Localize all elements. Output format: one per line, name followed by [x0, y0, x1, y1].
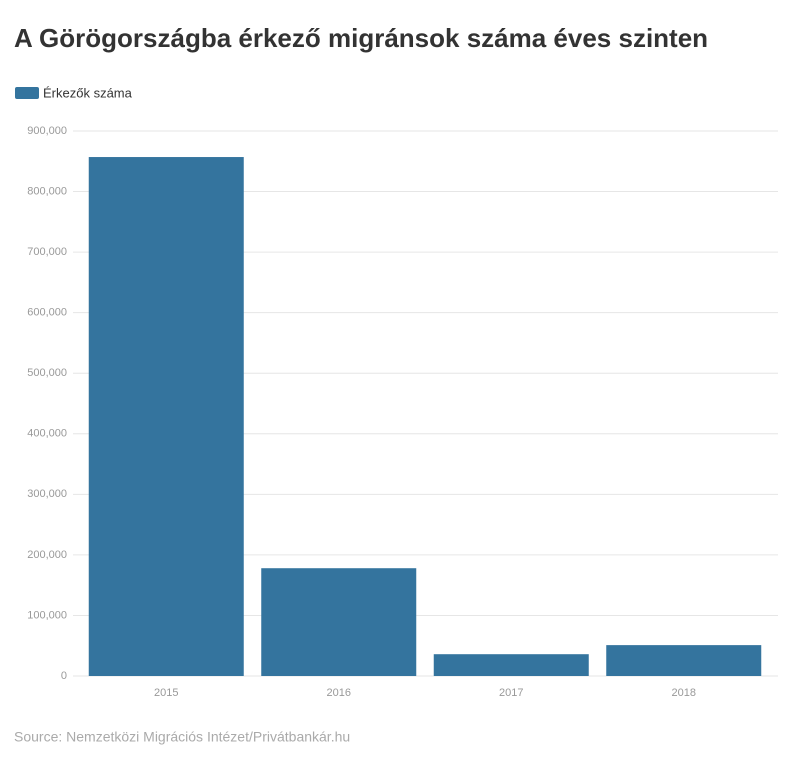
bar: [433, 654, 589, 676]
y-tick-label: 600,000: [27, 307, 67, 319]
chart-title: A Görögországba érkező migránsok száma é…: [14, 23, 708, 53]
y-tick-label: 100,000: [27, 609, 67, 621]
y-tick-label: 200,000: [27, 549, 67, 561]
y-tick-label: 400,000: [27, 428, 67, 440]
bar: [261, 568, 417, 676]
y-tick-label: 800,000: [27, 185, 67, 197]
bar: [88, 157, 244, 677]
x-tick-label: 2015: [154, 687, 178, 699]
bar: [606, 645, 762, 676]
y-tick-label: 500,000: [27, 367, 67, 379]
x-tick-label: 2017: [499, 687, 523, 699]
source: Source: Nemzetközi Migrációs Intézet/Pri…: [14, 729, 350, 745]
x-tick-label: 2018: [672, 687, 696, 699]
legend-swatch: [15, 87, 39, 99]
y-tick-label: 0: [61, 670, 67, 682]
y-tick-label: 300,000: [27, 488, 67, 500]
y-tick-label: 900,000: [27, 125, 67, 137]
x-tick-label: 2016: [327, 687, 351, 699]
y-tick-label: 700,000: [27, 246, 67, 258]
legend-label: Érkezők száma: [43, 85, 133, 100]
